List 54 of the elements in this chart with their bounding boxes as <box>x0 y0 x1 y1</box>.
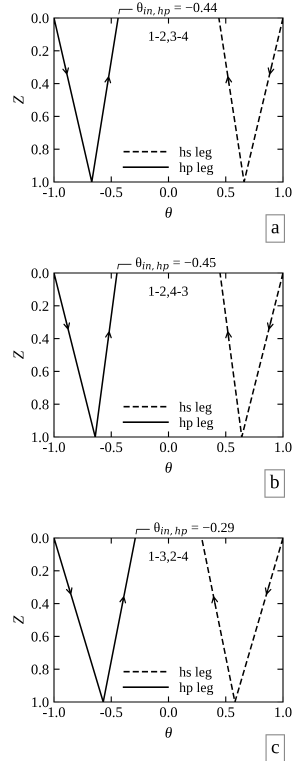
x-tick-label: 1.0 <box>275 707 292 718</box>
y-tick-label: 0.0 <box>31 13 49 24</box>
y-tick-label: 1.0 <box>32 432 49 442</box>
x-axis-title: θ <box>165 726 172 738</box>
x-tick-label: -1.0 <box>43 442 65 452</box>
text: b <box>270 474 279 488</box>
x-tick-label: 1.0 <box>275 442 292 452</box>
annotation: 1-2,4-3 <box>149 286 188 298</box>
y-tick-label: 0.8 <box>31 664 49 674</box>
x-tick-label: -1.0 <box>43 187 65 198</box>
y-tick-label: 1.0 <box>32 177 49 188</box>
y-tick-label: 0.4 <box>31 78 49 89</box>
y-tick-label: 0.2 <box>31 566 48 576</box>
legend-label: hp leg <box>179 162 214 176</box>
x-tick-label: 0.0 <box>160 187 178 198</box>
y-tick-label: 0.4 <box>31 334 49 344</box>
x-tick-label: 0.5 <box>217 442 234 452</box>
y-tick-label: 1.0 <box>32 697 49 708</box>
annotation: θ$_{in,hp}$ = −0.29 <box>154 522 234 536</box>
text: c <box>272 744 279 754</box>
y-tick-label: 0.8 <box>31 144 49 154</box>
legend-label: hs leg <box>179 146 212 160</box>
y-axis-title: Z <box>13 616 24 624</box>
legend-label: hs leg <box>179 666 212 680</box>
text: a <box>272 224 280 234</box>
x-axis-title: θ <box>165 462 172 473</box>
x-tick-label: 0.5 <box>217 707 234 718</box>
x-tick-label: 0.0 <box>160 442 178 452</box>
y-tick-label: 0.2 <box>31 46 48 56</box>
x-tick-label: -1.0 <box>43 707 65 718</box>
legend-label: hp leg <box>179 417 214 430</box>
annotation: 1-3,2-4 <box>149 552 188 563</box>
x-tick-label: 1.0 <box>275 187 292 198</box>
legend-label: hs leg <box>179 402 212 415</box>
x-tick-label: -0.5 <box>100 442 122 452</box>
x-tick-label: 0.0 <box>160 707 178 718</box>
legend-label: hp leg <box>179 682 214 696</box>
y-axis-title: Z <box>13 350 24 360</box>
y-axis-title: Z <box>13 96 24 104</box>
y-tick-label: 0.6 <box>31 366 49 377</box>
y-tick-label: 0.8 <box>31 400 49 410</box>
y-tick-label: 0.4 <box>31 598 49 609</box>
annotation: θ$_{in,hp}$ = −0.45 <box>136 257 216 272</box>
x-tick-label: -0.5 <box>100 707 122 718</box>
annotation: θ$_{in,hp}$ = −0.44 <box>137 2 218 16</box>
y-tick-label: 0.2 <box>31 301 48 312</box>
x-axis-title: θ <box>165 206 172 218</box>
x-tick-label: -0.5 <box>100 187 122 198</box>
annotation: 1-2,3-4 <box>149 32 188 43</box>
y-tick-label: 0.6 <box>31 112 49 122</box>
y-tick-label: 0.6 <box>31 632 49 642</box>
y-tick-label: 0.0 <box>31 533 49 544</box>
x-tick-label: 0.5 <box>217 187 234 198</box>
y-tick-label: 0.0 <box>31 268 49 278</box>
